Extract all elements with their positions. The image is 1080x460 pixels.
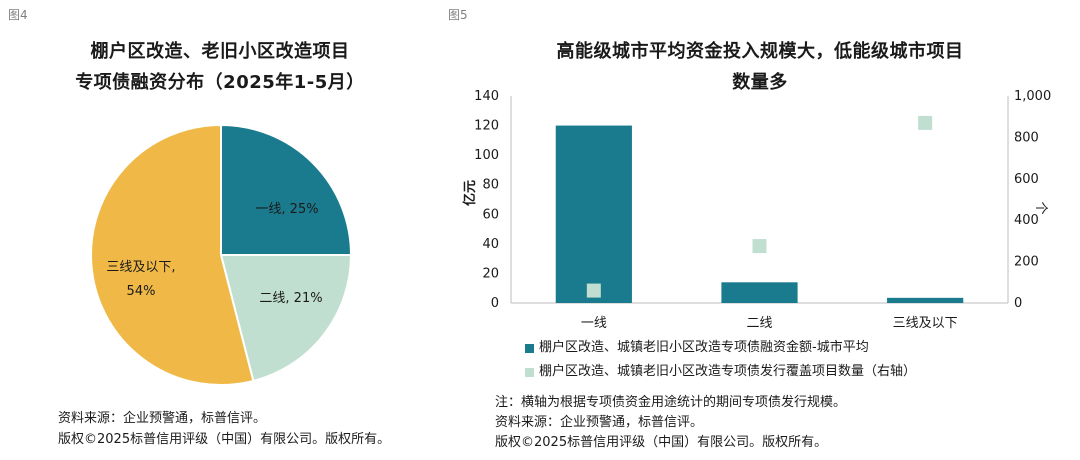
left-axis-ticks: 0 20 40 60 80 100 120 140 (474, 89, 499, 311)
figure-5-note: 注：横轴为根据专项债资金用途统计的期间专项债发行规模。 (495, 395, 847, 410)
scatter-point (752, 239, 767, 254)
pie-label-tier2: 二线, 21% (259, 291, 322, 306)
bar (555, 125, 632, 303)
category-axis-ticks: 一线 二线 三线及以下 (581, 316, 958, 331)
figure-5-title-line1: 高能级城市平均资金投入规模大，低能级城市项目 (556, 41, 964, 62)
right-tick-label: 200 (1014, 255, 1039, 270)
bar (721, 282, 798, 303)
left-tick-label: 120 (474, 119, 499, 134)
pie-label-tier3-line1: 三线及以下, (106, 260, 175, 275)
scatter-series (586, 115, 933, 298)
figure-5-source: 资料来源：企业预警通，标普信评。 (495, 415, 704, 430)
figure-5-title-line2: 数量多 (732, 72, 788, 93)
left-tick-label: 80 (482, 178, 499, 193)
legend-item-bar: 棚户区改造、城镇老旧小区改造专项债融资金额-城市平均 (525, 336, 916, 360)
left-tick-label: 60 (482, 207, 499, 222)
legend-label-dot: 棚户区改造、城镇老旧小区改造专项债发行覆盖项目数量（右轴） (539, 364, 917, 379)
category-tick-label: 三线及以下 (893, 316, 958, 331)
left-tick-label: 20 (482, 266, 499, 281)
left-tick-label: 100 (474, 148, 499, 163)
legend-item-dot: 棚户区改造、城镇老旧小区改造专项债发行覆盖项目数量（右轴） (525, 360, 916, 384)
figure-5-title: 高能级城市平均资金投入规模大，低能级城市项目 数量多 (440, 36, 1080, 98)
figure-5-legend: 棚户区改造、城镇老旧小区改造专项债融资金额-城市平均 棚户区改造、城镇老旧小区改… (525, 336, 916, 384)
figure-4-title-line1: 棚户区改造、老旧小区改造项目 (90, 41, 350, 62)
pie-slices (90, 123, 353, 386)
right-tick-label: 1,000 (1014, 89, 1051, 104)
bar-chart: 0 20 40 60 80 100 120 140 0 200 400 600 800 1,000 一线… (462, 89, 1051, 331)
figure-5-panel: 图5 高能级城市平均资金投入规模大，低能级城市项目 数量多 0 20 40 60 80 1… (440, 0, 1080, 460)
legend-swatch-bar (525, 343, 534, 353)
bar (887, 297, 964, 303)
right-tick-label: 0 (1014, 296, 1022, 311)
left-axis-title: 亿元 (462, 180, 478, 206)
right-axis-ticks: 0 200 400 600 800 1,000 (1014, 89, 1051, 311)
pie-label-tier3-line2: 54% (127, 284, 156, 299)
right-tick-label: 400 (1014, 213, 1039, 228)
scatter-point (586, 283, 601, 298)
category-tick-label: 二线 (746, 316, 772, 331)
pie-chart: 一线, 25% 二线, 21% 三线及以下, 54% (90, 123, 353, 386)
left-tick-label: 40 (482, 237, 499, 252)
legend-label-bar: 棚户区改造、城镇老旧小区改造专项债融资金额-城市平均 (539, 340, 869, 355)
figure-4-panel: 图4 棚户区改造、老旧小区改造项目 专项债融资分布（2025年1-5月） 一线,… (0, 0, 440, 460)
figure-4-source: 资料来源：企业预警通，标普信评。 (58, 411, 267, 426)
figure-4-title: 棚户区改造、老旧小区改造项目 专项债融资分布（2025年1-5月） (0, 36, 440, 98)
pie-slice-tier3 (90, 123, 255, 386)
left-tick-label: 140 (474, 89, 499, 104)
right-tick-label: 800 (1014, 130, 1039, 145)
scatter-point (918, 115, 933, 130)
pie-label-tier1: 一线, 25% (255, 202, 318, 217)
figure-4-title-line2: 专项债融资分布（2025年1-5月） (75, 72, 365, 93)
figure-5-label: 图5 (448, 8, 468, 22)
pie-slice-tier2 (219, 254, 353, 383)
bar-series (555, 125, 964, 303)
left-tick-label: 0 (491, 296, 499, 311)
right-axis-title: 个 (1033, 201, 1048, 214)
category-tick-label: 一线 (581, 316, 607, 331)
figure-4-copyright: 版权©2025标普信用评级（中国）有限公司。版权所有。 (58, 432, 391, 447)
legend-swatch-dot (525, 367, 534, 377)
figure-4-label: 图4 (8, 8, 28, 22)
pie-slice-tier1 (220, 123, 353, 256)
right-tick-label: 600 (1014, 172, 1039, 187)
figure-5-copyright: 版权©2025标普信用评级（中国）有限公司。版权所有。 (495, 435, 828, 450)
